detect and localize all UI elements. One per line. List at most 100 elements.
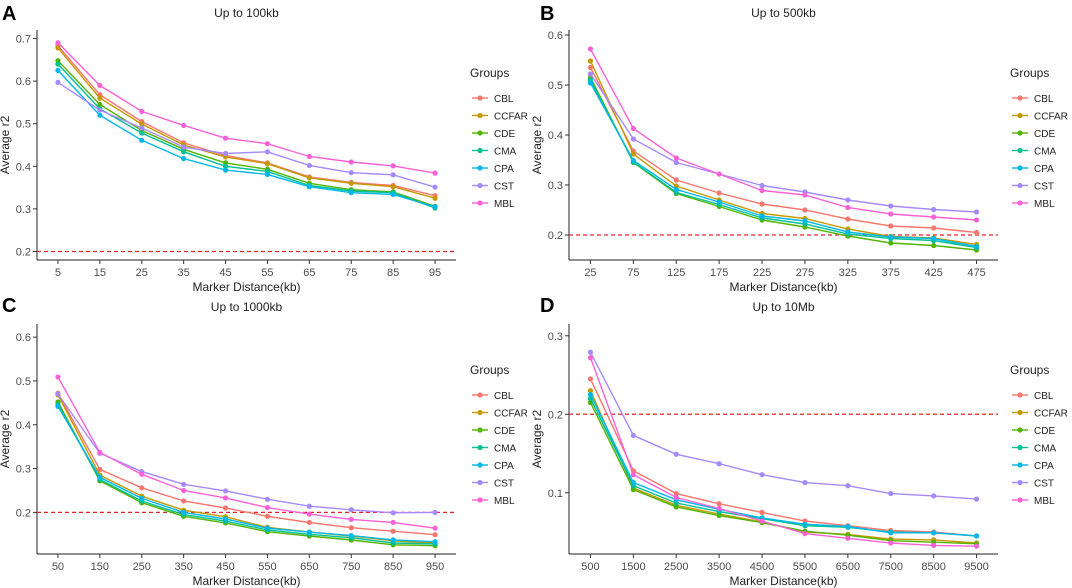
data-point-mbl — [55, 40, 61, 46]
data-point-mbl — [264, 504, 271, 511]
chart-title: Up to 100kb — [214, 6, 279, 20]
data-point-cbl — [673, 490, 679, 497]
panel-letter: D — [540, 295, 554, 317]
data-point-mbl — [759, 518, 765, 524]
y-tick-label: 0.2 — [548, 409, 563, 421]
data-point-cpa — [432, 204, 438, 210]
data-point-cpa — [264, 171, 271, 177]
legend-item-label: CST — [1034, 479, 1054, 490]
series-line-cst — [589, 73, 977, 213]
legend-item-label: MBL — [494, 496, 515, 507]
x-tick-label: 35 — [178, 267, 190, 279]
x-tick-label: 425 — [924, 267, 942, 279]
chart-title: Up to 500kb — [751, 6, 816, 20]
data-point-cbl — [716, 190, 722, 196]
y-axis-label: Average r2 — [0, 115, 12, 174]
legend-title: Groups — [1010, 363, 1049, 377]
y-tick-label: 0.7 — [16, 34, 31, 46]
data-point-mbl — [888, 540, 894, 546]
legend-item-label: CBL — [494, 391, 514, 402]
data-point-cde — [97, 101, 103, 108]
series-line-cma — [57, 63, 436, 209]
data-point-cbl — [432, 532, 438, 538]
data-point-mbl — [973, 543, 980, 549]
data-point-mbl — [222, 135, 229, 141]
data-point-cbl — [888, 223, 894, 229]
data-point-cpa — [845, 229, 851, 235]
series-line-cma — [57, 404, 436, 545]
legend-key-point — [1017, 95, 1023, 101]
data-point-mbl — [802, 192, 808, 198]
y-tick-label: 0.5 — [16, 119, 31, 131]
x-tick-label: 150 — [91, 561, 109, 573]
data-point-ccfar — [432, 195, 438, 201]
series-line-cst — [57, 81, 436, 188]
data-point-ccfar — [587, 58, 594, 64]
data-point-cbl — [587, 376, 594, 382]
data-point-cde — [673, 504, 679, 510]
data-point-cpa — [390, 537, 396, 543]
y-axis-label: Average r2 — [530, 115, 544, 174]
data-point-cst — [181, 481, 187, 487]
data-point-cst — [888, 490, 894, 497]
plot-area — [569, 324, 998, 554]
data-point-cst — [390, 172, 396, 178]
legend-title: Groups — [1010, 66, 1049, 80]
legend-item-label: CCFAR — [1034, 409, 1068, 420]
data-point-cde — [888, 240, 894, 246]
data-point-ccfar — [348, 180, 354, 186]
data-point-cpa — [181, 156, 187, 162]
data-point-mbl — [888, 211, 894, 217]
data-point-ccfar — [630, 151, 636, 157]
data-point-cpa — [587, 80, 594, 86]
y-tick-label: 0.3 — [548, 180, 563, 192]
x-tick-label: 1500 — [621, 561, 645, 573]
data-point-ccfar — [55, 45, 61, 51]
y-tick-label: 0.6 — [548, 30, 563, 42]
data-point-mbl — [759, 187, 765, 194]
data-point-cpa — [802, 521, 808, 527]
legend-item-label: CMA — [494, 147, 517, 158]
data-point-cst — [802, 479, 808, 486]
legend-item-label: CST — [1034, 182, 1054, 193]
data-point-cst — [845, 483, 851, 489]
data-point-cpa — [306, 184, 312, 190]
legend-item-label: CDE — [1034, 426, 1055, 437]
legend-title: Groups — [470, 66, 509, 80]
data-point-cpa — [888, 234, 894, 240]
data-point-cpa — [716, 199, 722, 205]
series-line-cst — [589, 351, 977, 500]
data-point-cbl — [973, 229, 980, 236]
data-point-cst — [222, 488, 229, 494]
x-tick-label: 500 — [581, 561, 599, 573]
data-point-cst — [264, 149, 271, 155]
data-point-cst — [759, 472, 765, 478]
data-point-cst — [55, 79, 61, 85]
data-point-cst — [55, 391, 61, 397]
data-point-cst — [716, 461, 722, 467]
data-point-mbl — [139, 471, 145, 477]
data-point-cst — [587, 71, 594, 77]
data-point-cbl — [931, 225, 937, 231]
legend-title: Groups — [470, 363, 509, 377]
data-point-ccfar — [97, 95, 103, 101]
data-point-cst — [673, 451, 679, 457]
data-point-cpa — [973, 243, 980, 250]
legend-key-point — [1017, 479, 1023, 486]
data-point-mbl — [630, 472, 636, 478]
legend-key-point — [1017, 147, 1023, 154]
data-point-cpa — [181, 509, 187, 515]
legend-item-label: CCFAR — [494, 112, 528, 123]
series-line-cpa — [57, 70, 436, 208]
x-tick-label: 75 — [627, 267, 639, 279]
data-point-cst — [630, 136, 636, 142]
data-point-cpa — [587, 392, 594, 398]
data-point-cst — [432, 184, 438, 190]
y-axis-label: Average r2 — [0, 409, 12, 468]
data-point-cbl — [759, 509, 765, 515]
legend-item-label: CST — [494, 479, 514, 490]
plot-area — [37, 324, 456, 554]
legend-item-label: CBL — [494, 94, 514, 105]
legend-key-point — [1017, 130, 1023, 136]
